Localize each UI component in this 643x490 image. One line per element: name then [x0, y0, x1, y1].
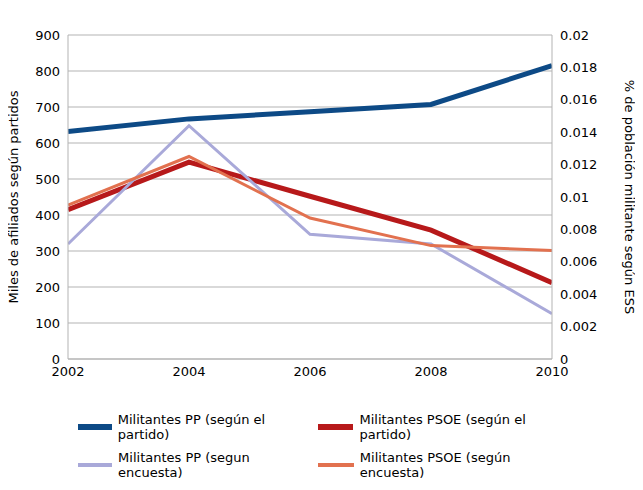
svg-text:2006: 2006	[293, 364, 326, 379]
svg-text:900: 900	[35, 28, 60, 43]
svg-text:0: 0	[52, 352, 60, 367]
svg-text:0.01: 0.01	[560, 190, 589, 205]
html-text:Militantes PP (segun encuesta): Militantes PP (segun encuesta)	[118, 450, 250, 480]
svg-text:400: 400	[35, 208, 60, 223]
svg-text:% de población militante según: % de población militante según ESS	[622, 80, 635, 314]
svg-text:0.002: 0.002	[560, 319, 597, 334]
svg-text:200: 200	[35, 280, 60, 295]
svg-text:0.016: 0.016	[560, 92, 597, 107]
svg-text:2004: 2004	[172, 364, 205, 379]
svg-text:2002: 2002	[51, 364, 85, 380]
svg-text:2010: 2010	[535, 364, 569, 380]
svg-text:0: 0	[560, 352, 568, 367]
svg-text:Miles de afiliados según parti: Miles de afiliados según partidos	[8, 90, 21, 303]
svg-text:600: 600	[35, 136, 60, 151]
svg-text:500: 500	[35, 172, 60, 187]
html-text:Militantes PSOE (según el part: Militantes PSOE (según el partido)	[359, 412, 526, 442]
svg-text:0.006: 0.006	[560, 254, 597, 269]
svg-text:2008: 2008	[414, 364, 447, 379]
svg-text:700: 700	[35, 100, 60, 115]
svg-text:800: 800	[35, 64, 60, 79]
svg-text:100: 100	[35, 316, 60, 331]
svg-text:0.014: 0.014	[560, 125, 597, 140]
svg-text:0.02: 0.02	[560, 28, 589, 43]
html-text:Militantes PP (según el partid: Militantes PP (según el partido)	[117, 412, 266, 442]
svg-text:300: 300	[35, 244, 60, 259]
svg-text:0.018: 0.018	[560, 60, 597, 75]
svg-text:0.008: 0.008	[560, 222, 597, 237]
html-text:Militantes PSOE (según encuest: Militantes PSOE (según encuesta)	[359, 450, 511, 480]
svg-text:0.004: 0.004	[560, 287, 597, 302]
svg-text:0.012: 0.012	[560, 157, 597, 172]
